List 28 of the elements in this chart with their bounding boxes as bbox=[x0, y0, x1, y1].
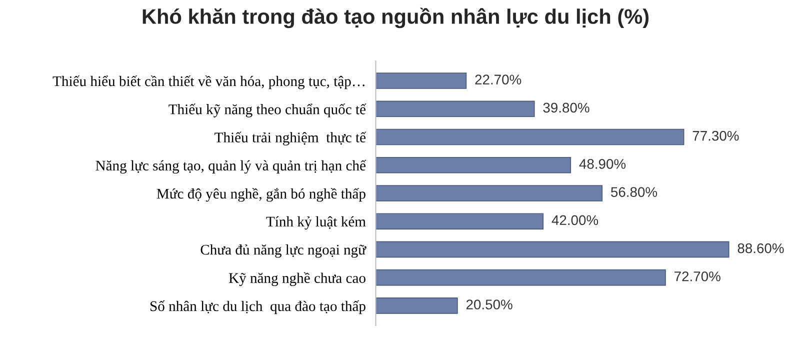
bar bbox=[376, 128, 684, 146]
y-tick-label: Thiếu kỹ năng theo chuẩn quốc tế bbox=[168, 104, 366, 118]
data-label: 42.00% bbox=[552, 215, 598, 226]
data-label: 39.80% bbox=[543, 102, 590, 113]
bar bbox=[376, 72, 467, 89]
y-tick-label: Số nhân lực du lịch qua đào tạo thấp bbox=[150, 300, 366, 314]
data-label: 20.50% bbox=[466, 300, 512, 310]
y-tick-label: Chưa đủ năng lực ngoại ngữ bbox=[200, 244, 366, 258]
data-label: 22.70% bbox=[475, 74, 522, 84]
data-label: 88.60% bbox=[738, 243, 784, 254]
y-tick-label: Thiếu hiểu biết cần thiết về văn hóa, phong tục, tập… bbox=[52, 75, 364, 90]
bar bbox=[376, 269, 666, 286]
chart-title: Khó khăn trong đào tạo nguồn nhân lực du lịch (%) bbox=[142, 8, 649, 28]
data-label: 56.80% bbox=[610, 187, 658, 197]
bar bbox=[376, 156, 572, 174]
y-tick-label: Kỹ năng nghề chưa cao bbox=[228, 272, 366, 286]
data-label: 72.70% bbox=[674, 271, 720, 282]
bar bbox=[376, 298, 458, 314]
data-label: 77.30% bbox=[692, 130, 739, 141]
bar bbox=[376, 241, 730, 258]
bar bbox=[376, 185, 603, 202]
y-tick-label: Mức độ yêu nghề, gắn bó nghề thấp bbox=[156, 188, 366, 202]
data-label: 48.90% bbox=[579, 159, 626, 169]
y-tick-label: Thiếu trải nghiệm thực tế bbox=[214, 132, 366, 146]
y-tick-label: Tính kỷ luật kém bbox=[266, 216, 366, 230]
bar bbox=[376, 213, 544, 230]
bar bbox=[376, 100, 535, 118]
y-tick-label: Năng lực sáng tạo, quản lý và quản trị hạn chế bbox=[96, 160, 366, 174]
